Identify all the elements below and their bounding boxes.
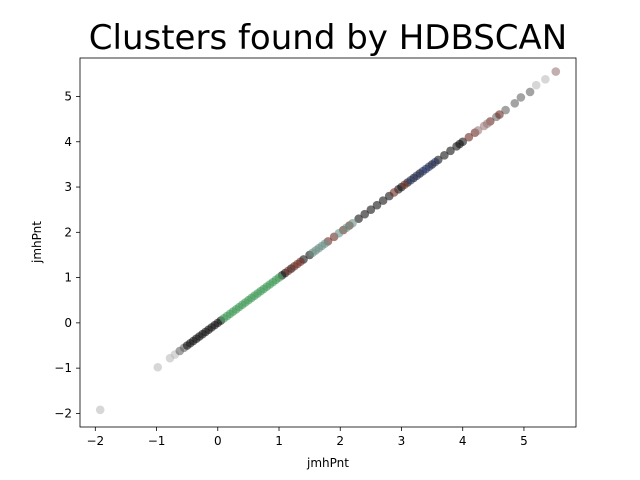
scatter-point: [360, 209, 370, 219]
x-axis-label: jmhPnt: [306, 456, 349, 470]
scatter-point: [406, 175, 415, 185]
scatter-point: [510, 98, 520, 108]
x-tick-label: 5: [520, 434, 528, 448]
x-tick-label: 0: [214, 434, 222, 448]
scatter-point: [525, 87, 535, 97]
y-tick-label: 4: [64, 135, 72, 149]
scatter-point: [334, 228, 344, 238]
x-tick-label: −2: [86, 434, 104, 448]
x-tick-label: −1: [148, 434, 166, 448]
plot-area: −2 −1 0 1 2 3 4 5 −2 −1 0 1 2 3 4 5: [54, 57, 577, 448]
scatter-point: [482, 119, 492, 128]
y-tick-label: 2: [64, 225, 72, 239]
y-axis-ticks: −2 −1 0 1 2 3 4 5: [54, 89, 80, 420]
y-tick-label: −2: [54, 406, 72, 420]
scatter-point: [95, 405, 105, 415]
scatter-point: [342, 223, 351, 233]
scatter-point: [372, 200, 382, 210]
scatter-point: [412, 171, 422, 181]
scatter-point: [354, 214, 363, 224]
y-tick-label: 0: [64, 316, 72, 330]
y-axis-label: jmhPnt: [30, 221, 44, 264]
scatter-point: [551, 67, 561, 76]
x-tick-label: 4: [459, 434, 467, 448]
scatter-point: [464, 132, 474, 142]
x-tick-label: 2: [336, 434, 344, 448]
scatter-point: [424, 162, 434, 171]
scatter-point: [366, 205, 376, 214]
scatter-point: [378, 196, 388, 205]
y-tick-label: 1: [64, 271, 72, 285]
scatter-point: [516, 93, 526, 102]
x-tick-label: 1: [275, 434, 283, 448]
scatter-point: [153, 362, 163, 372]
y-tick-label: 3: [64, 180, 72, 194]
scatter-point: [296, 257, 305, 267]
scatter-point: [400, 180, 409, 190]
scatter-point: [348, 218, 357, 228]
scatter-point: [274, 273, 284, 282]
scatter-point: [440, 151, 449, 160]
scatter-point: [430, 157, 440, 167]
scatter-point: [283, 266, 293, 276]
axes-frame: [79, 57, 577, 428]
scatter-point: [473, 126, 483, 135]
scatter-point: [541, 74, 550, 84]
scatter-point: [458, 137, 468, 147]
scatter-point: [320, 239, 330, 248]
scatter-point: [501, 105, 510, 115]
scatter-point: [389, 188, 399, 197]
chart-title: Clusters found by HDBSCAN: [89, 18, 567, 58]
x-axis-ticks: −2 −1 0 1 2 3 4 5: [86, 427, 528, 448]
scatter-point: [531, 80, 541, 90]
scatter-point: [495, 110, 504, 119]
scatter-point: [446, 146, 455, 156]
points-layer: [95, 67, 561, 415]
y-tick-label: −1: [54, 361, 72, 375]
x-tick-label: 3: [398, 434, 406, 448]
y-tick-label: 5: [64, 89, 72, 103]
